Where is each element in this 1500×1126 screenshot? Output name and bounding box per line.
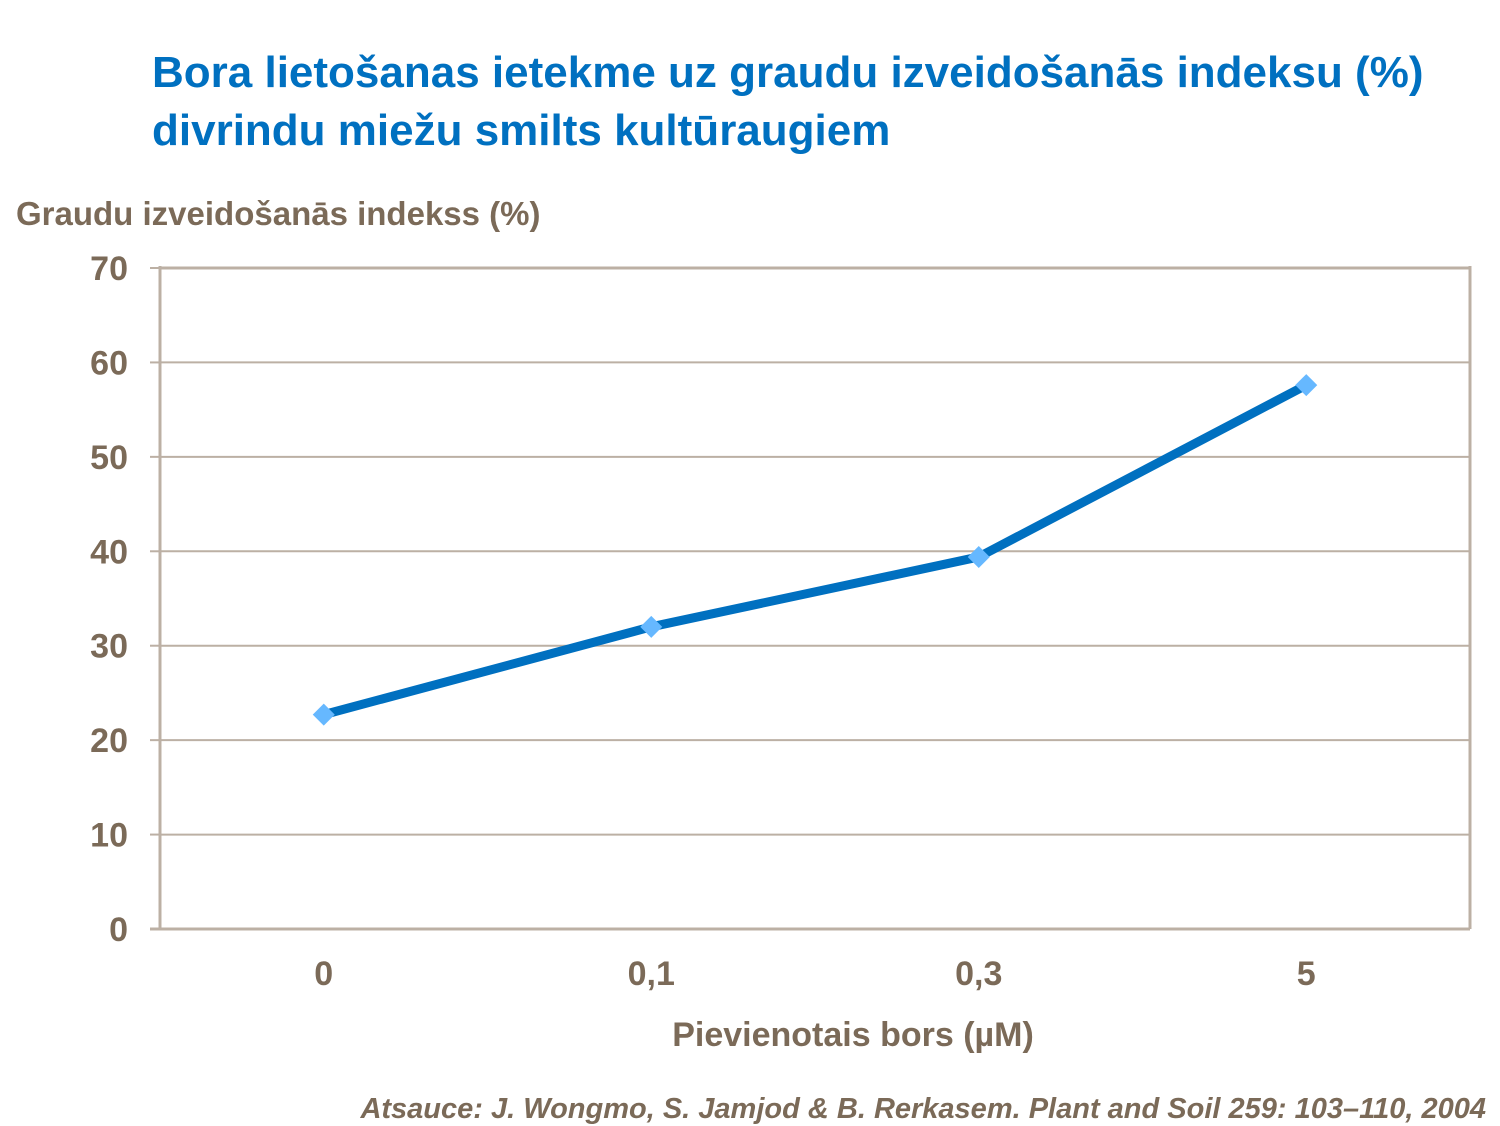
- y-axis-label: Graudu izveidošanās indekss (%): [16, 195, 541, 232]
- x-tick-label: 0: [314, 955, 333, 993]
- x-axis-label: Pievienotais bors (µM): [672, 1016, 1034, 1054]
- y-tick-label: 20: [90, 722, 128, 760]
- y-tick-label: 70: [90, 250, 128, 288]
- data-point-marker: [1295, 374, 1318, 397]
- source-citation: Atsauce: J. Wongmo, S. Jamjod & B. Rerka…: [360, 1093, 1486, 1125]
- x-tick-label: 0,1: [628, 955, 675, 993]
- y-tick-label: 60: [90, 344, 128, 382]
- series-line: [322, 381, 1309, 719]
- y-tick-label: 30: [90, 628, 128, 666]
- x-tick-label: 0,3: [955, 955, 1002, 993]
- data-point-marker: [967, 545, 990, 568]
- data-point-marker: [312, 703, 335, 726]
- y-tick-label: 10: [90, 817, 128, 855]
- y-tick-label: 50: [90, 439, 128, 477]
- x-tick-label: 5: [1297, 955, 1316, 993]
- data-point-marker: [640, 615, 663, 638]
- y-tick-label: 0: [109, 911, 128, 949]
- chart-title: Bora lietošanas ietekme uz graudu izveid…: [152, 48, 1424, 155]
- y-tick-label: 40: [90, 533, 128, 571]
